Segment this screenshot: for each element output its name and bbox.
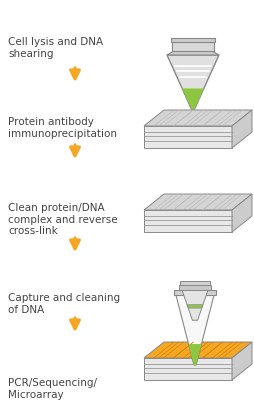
Polygon shape [171,42,213,50]
Polygon shape [181,290,207,320]
Text: Capture and cleaning
of DNA: Capture and cleaning of DNA [8,293,120,314]
Polygon shape [186,304,202,308]
Polygon shape [178,284,210,290]
Polygon shape [170,38,214,42]
Polygon shape [144,210,231,232]
Polygon shape [166,50,218,55]
Polygon shape [231,194,251,232]
Polygon shape [175,295,213,365]
Polygon shape [188,344,201,365]
Polygon shape [231,342,251,380]
Polygon shape [181,88,203,109]
Polygon shape [231,110,251,148]
Polygon shape [144,110,251,126]
Polygon shape [144,358,231,380]
Polygon shape [173,290,215,295]
Polygon shape [166,55,218,109]
Polygon shape [144,342,251,358]
Polygon shape [144,194,251,210]
Text: Clean protein/DNA
complex and reverse
cross-link: Clean protein/DNA complex and reverse cr… [8,203,117,236]
Text: PCR/Sequencing/
Microarray: PCR/Sequencing/ Microarray [8,378,97,400]
Polygon shape [179,281,209,284]
Polygon shape [144,126,231,148]
Text: Protein antibody
immunoprecipitation: Protein antibody immunoprecipitation [8,117,117,139]
Text: Cell lysis and DNA
shearing: Cell lysis and DNA shearing [8,37,103,59]
